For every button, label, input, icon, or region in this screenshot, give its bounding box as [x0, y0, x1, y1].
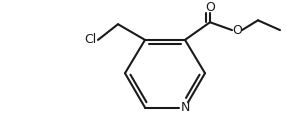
- Text: O: O: [232, 24, 242, 37]
- Text: Cl: Cl: [84, 33, 96, 46]
- Text: N: N: [180, 101, 190, 114]
- Text: O: O: [205, 1, 215, 14]
